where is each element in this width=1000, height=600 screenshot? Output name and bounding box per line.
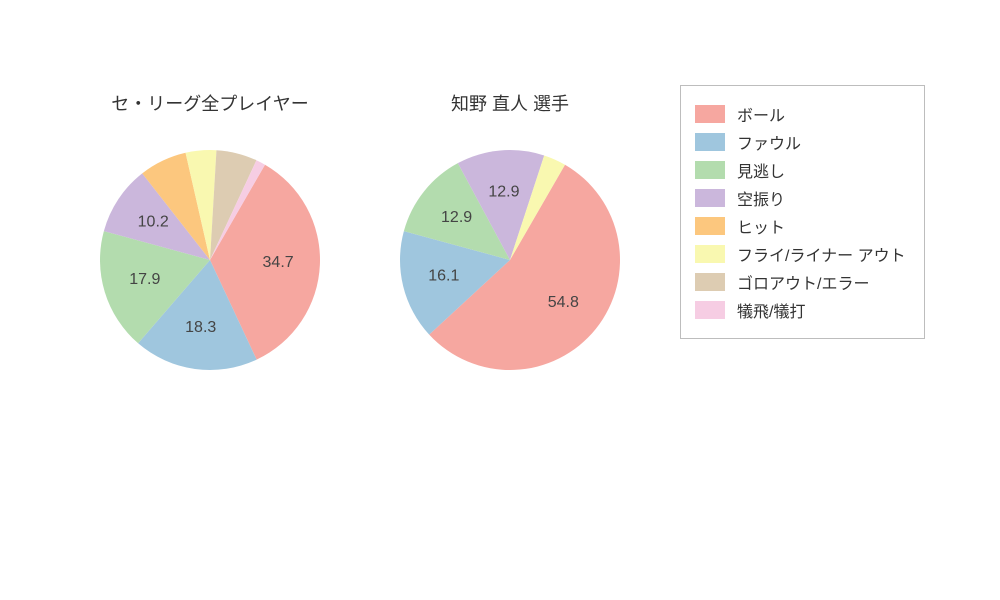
legend-label-miss: 見逃し (737, 158, 785, 182)
legend-swatch-groundout (695, 273, 725, 291)
legend-item-flyliner: フライ/ライナー アウト (695, 242, 906, 266)
legend-item-groundout: ゴロアウト/エラー (695, 270, 906, 294)
legend-box: ボールファウル見逃し空振りヒットフライ/ライナー アウトゴロアウト/エラー犠飛/… (680, 85, 925, 339)
chart-title-league: セ・リーグ全プレイヤー (80, 90, 340, 116)
legend-label-sac: 犠飛/犠打 (737, 298, 805, 322)
legend-swatch-ball (695, 105, 725, 123)
legend-label-hit: ヒット (737, 214, 785, 238)
pie-chart-player: 54.8 16.1 12.9 12.9 (390, 140, 630, 380)
chart-title-player: 知野 直人 選手 (380, 90, 640, 116)
slice-value-miss: 12.9 (441, 209, 472, 226)
legend-item-sac: 犠飛/犠打 (695, 298, 906, 322)
legend-swatch-miss (695, 161, 725, 179)
slice-value-whiff: 12.9 (488, 183, 519, 200)
legend-label-whiff: 空振り (737, 186, 785, 210)
legend-item-ball: ボール (695, 102, 906, 126)
slice-value-foul: 16.1 (428, 267, 459, 284)
legend-label-flyliner: フライ/ライナー アウト (737, 242, 906, 266)
legend-swatch-whiff (695, 189, 725, 207)
legend-label-ball: ボール (737, 102, 785, 126)
legend-swatch-sac (695, 301, 725, 319)
pie-chart-league: 34.7 18.3 17.9 10.2 (90, 140, 330, 380)
legend-item-foul: ファウル (695, 130, 906, 154)
slice-value-miss: 17.9 (129, 271, 160, 288)
legend-item-hit: ヒット (695, 214, 906, 238)
legend-label-foul: ファウル (737, 130, 801, 154)
legend-swatch-hit (695, 217, 725, 235)
slice-value-foul: 18.3 (185, 319, 216, 336)
slice-value-whiff: 10.2 (138, 214, 169, 231)
figure-stage: セ・リーグ全プレイヤー 知野 直人 選手 34.7 18.3 17.9 10.2 54… (0, 0, 1000, 600)
slice-value-ball: 34.7 (263, 254, 294, 271)
legend-swatch-foul (695, 133, 725, 151)
legend-item-miss: 見逃し (695, 158, 906, 182)
legend-item-whiff: 空振り (695, 186, 906, 210)
legend-swatch-flyliner (695, 245, 725, 263)
slice-value-ball: 54.8 (548, 294, 579, 311)
legend-label-groundout: ゴロアウト/エラー (737, 270, 869, 294)
